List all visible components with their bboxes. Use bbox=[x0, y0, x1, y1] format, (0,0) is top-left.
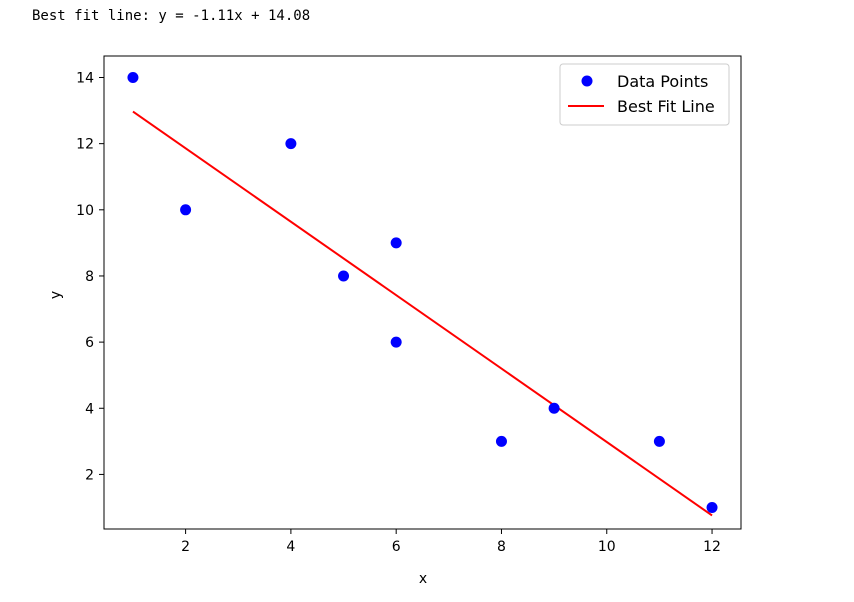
y-tick-label: 8 bbox=[85, 269, 94, 285]
x-tick-label: 12 bbox=[703, 539, 721, 555]
y-tick-label: 6 bbox=[85, 335, 94, 351]
data-point bbox=[495, 435, 507, 447]
legend-box bbox=[559, 63, 730, 126]
data-point bbox=[285, 138, 297, 150]
x-tick-label: 10 bbox=[598, 539, 616, 555]
data-point bbox=[390, 237, 402, 249]
data-point bbox=[180, 204, 192, 216]
data-point bbox=[127, 72, 139, 83]
x-tick-label: 6 bbox=[392, 539, 401, 555]
best-fit-series bbox=[132, 110, 713, 517]
y-axis: 2 4 6 8 10 12 14 bbox=[76, 71, 104, 483]
legend-label-data-points: Data Points bbox=[617, 72, 708, 91]
legend-label-best-fit-line: Best Fit Line bbox=[617, 97, 715, 116]
data-point bbox=[653, 435, 665, 447]
y-tick-label: 2 bbox=[85, 467, 94, 483]
data-point bbox=[390, 336, 402, 348]
data-point bbox=[706, 502, 718, 513]
data-point bbox=[338, 270, 350, 282]
data-points-series bbox=[127, 72, 718, 513]
x-tick-label: 2 bbox=[181, 539, 190, 555]
y-tick-label: 4 bbox=[85, 401, 94, 417]
output-text: Best fit line: y = -1.11x + 14.08 bbox=[32, 8, 311, 24]
x-axis: 2 4 6 8 10 12 bbox=[181, 529, 721, 555]
best-fit-line bbox=[132, 110, 713, 517]
x-tick-label: 4 bbox=[286, 539, 295, 555]
x-tick-label: 8 bbox=[497, 539, 506, 555]
x-axis-label: x bbox=[419, 571, 427, 587]
y-tick-label: 14 bbox=[76, 71, 94, 87]
legend: Data Points Best Fit Line bbox=[559, 63, 730, 126]
legend-marker-data-points bbox=[581, 75, 593, 87]
y-tick-label: 12 bbox=[76, 137, 94, 153]
y-tick-label: 10 bbox=[76, 203, 94, 219]
data-point bbox=[548, 402, 560, 414]
y-axis-label: y bbox=[48, 291, 64, 299]
plot-area bbox=[103, 55, 742, 530]
